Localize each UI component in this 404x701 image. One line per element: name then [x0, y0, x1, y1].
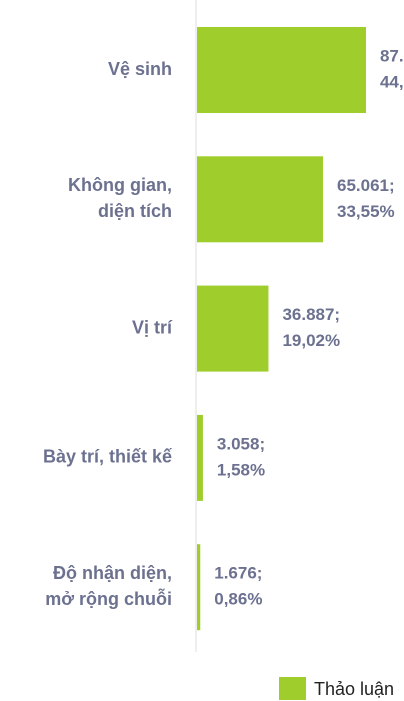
percent-label: 19,02%	[282, 331, 340, 350]
value-label: 3.058;	[217, 434, 265, 453]
percent-label: 1,58%	[217, 460, 265, 479]
category-label: Vị trí	[132, 317, 173, 337]
category-label: diện tích	[98, 201, 172, 221]
legend-label: Thảo luận	[314, 679, 394, 699]
value-label: 1.676;	[214, 564, 262, 583]
category-label: mở rộng chuỗi	[45, 588, 172, 609]
bar	[197, 27, 366, 113]
bar	[197, 285, 269, 372]
legend-swatch	[279, 677, 306, 700]
category-label: Không gian,	[68, 175, 172, 195]
value-label: 36.887;	[282, 305, 340, 324]
bar	[197, 544, 201, 631]
bar	[197, 156, 324, 243]
percent-label: 0,86%	[214, 590, 262, 609]
category-label: Bày trí, thiết kế	[43, 447, 173, 467]
bar	[197, 414, 203, 501]
value-label: 87.240;	[380, 46, 404, 65]
percent-label: 33,55%	[337, 202, 395, 221]
value-label: 65.061;	[337, 176, 395, 195]
category-label: Vệ sinh	[108, 59, 172, 79]
percent-label: 44,99%	[380, 72, 404, 91]
category-label: Độ nhận diện,	[53, 563, 172, 583]
